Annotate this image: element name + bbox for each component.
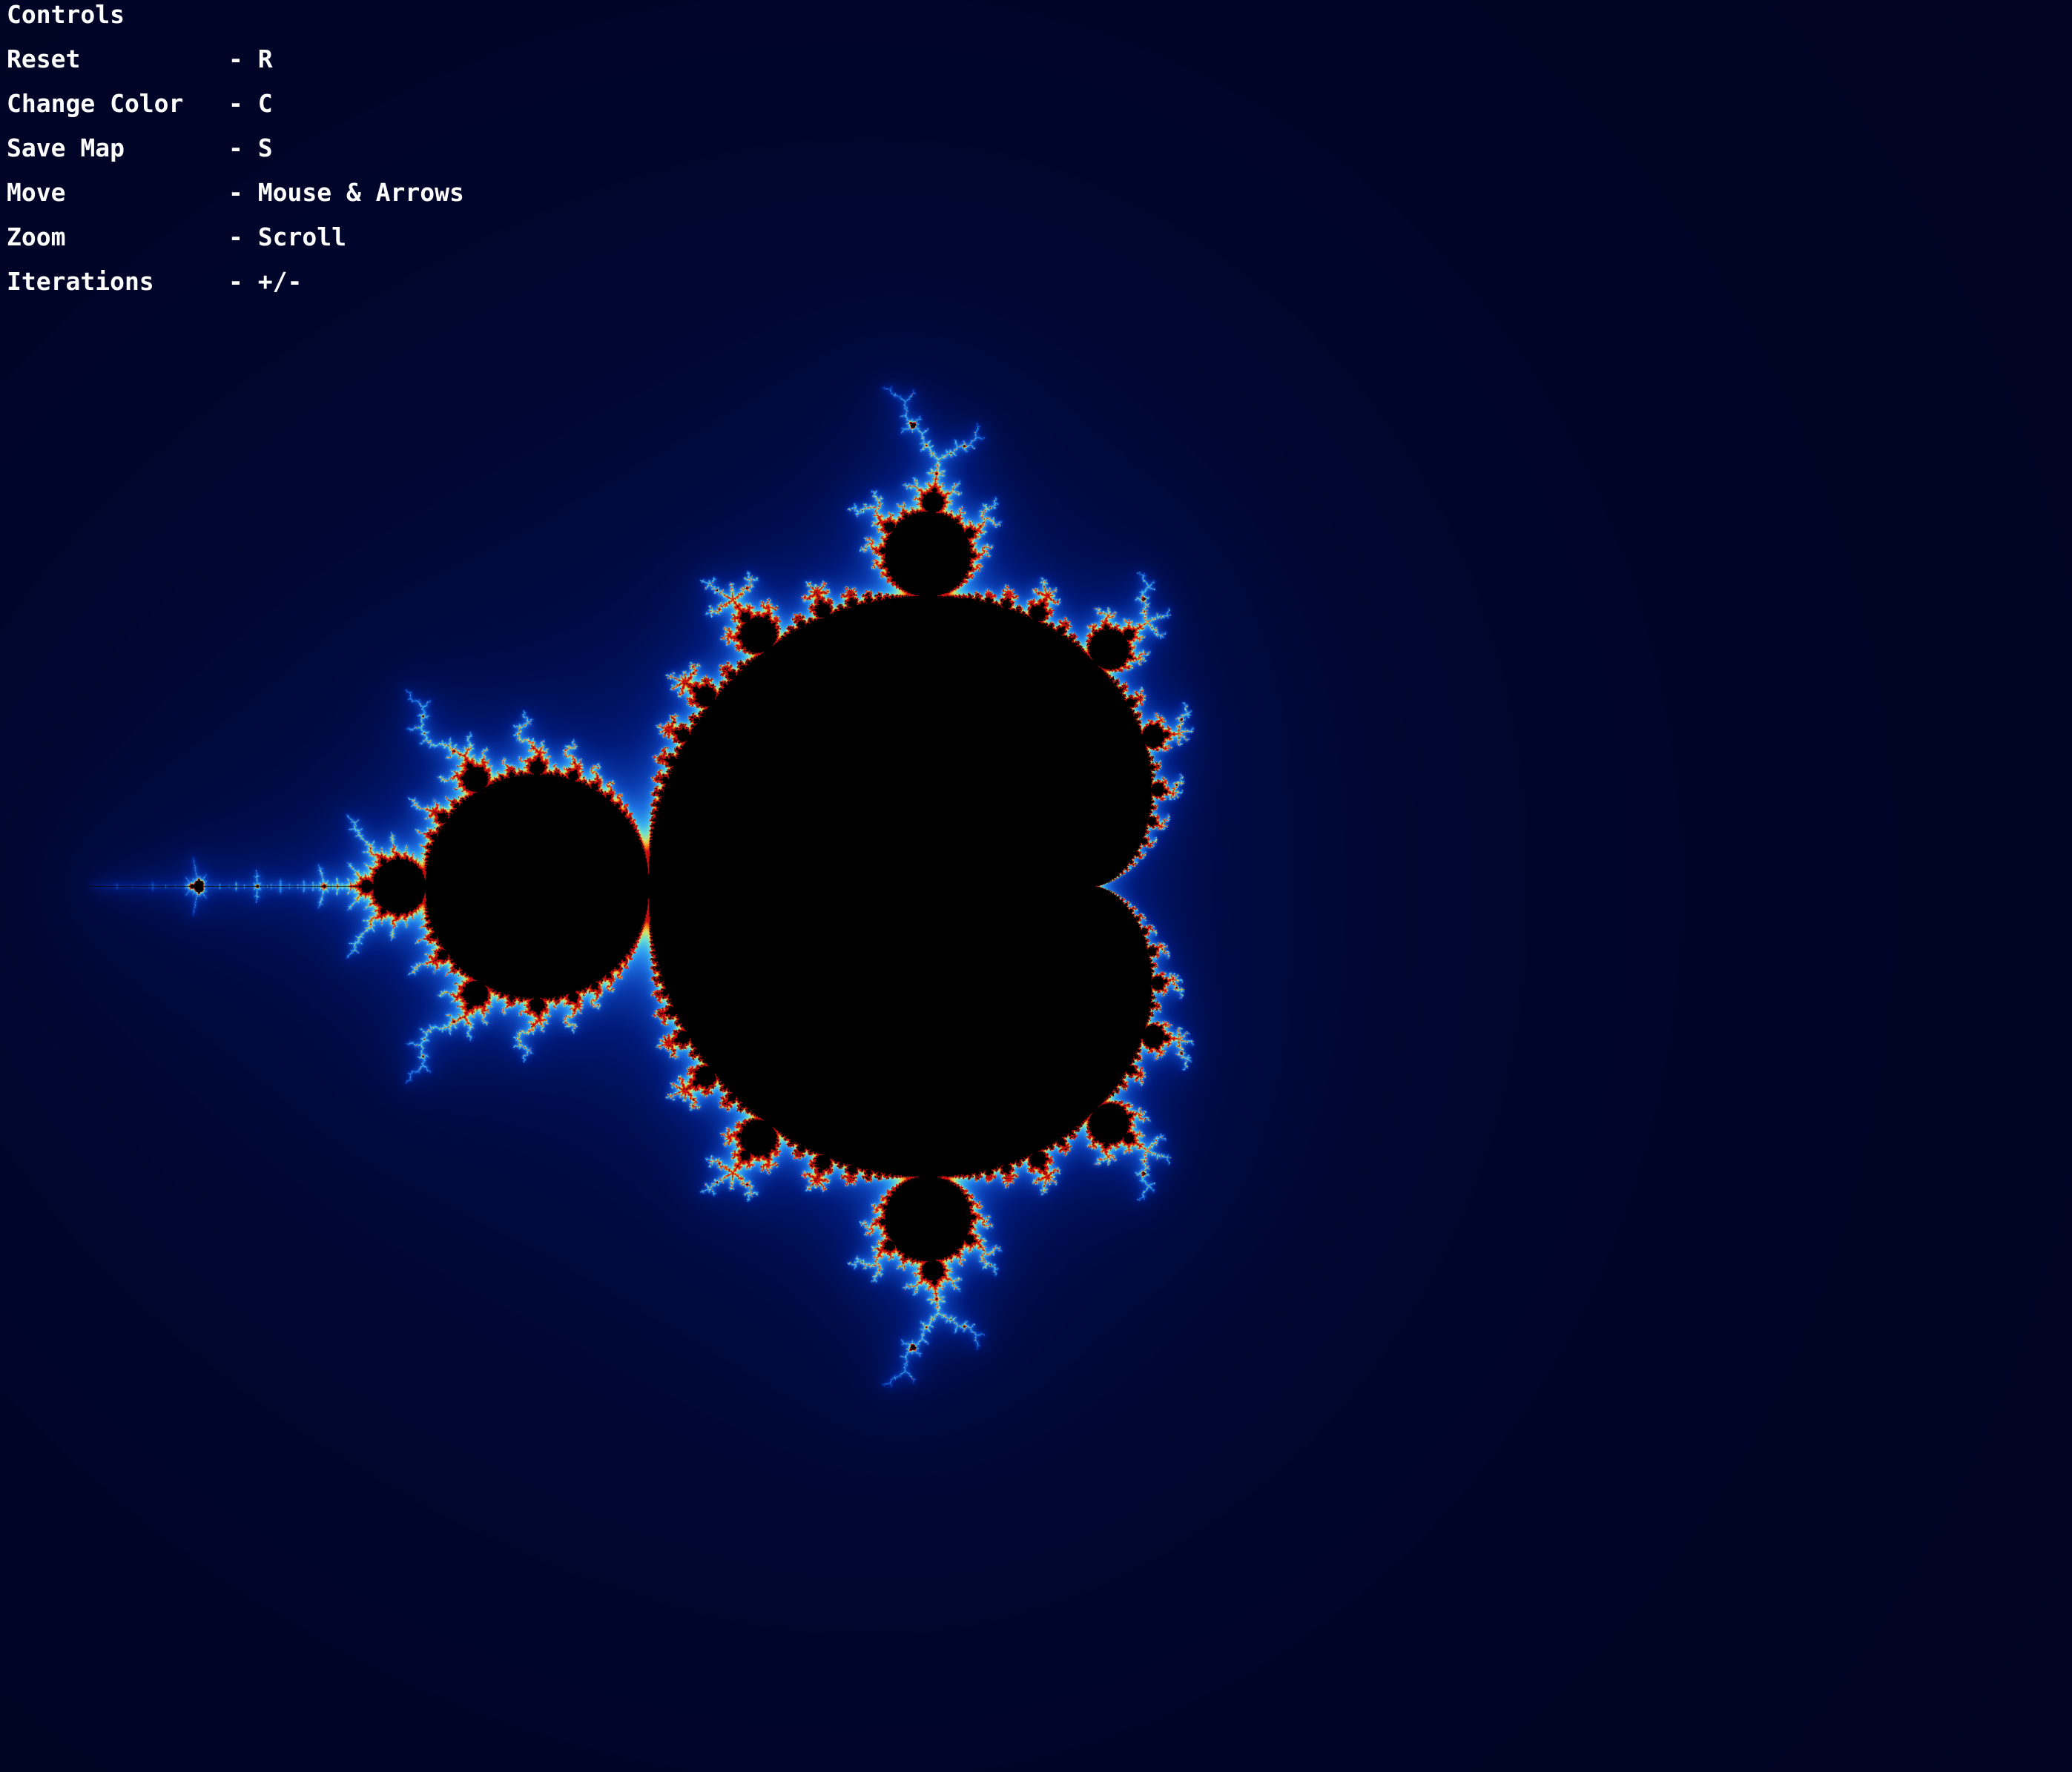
control-key-label: - Scroll — [228, 222, 346, 251]
controls-overlay: Controls Reset - R Change Color - C Save… — [7, 0, 464, 304]
control-action-label: Move — [7, 178, 66, 207]
control-action-label: Iterations — [7, 267, 154, 296]
control-key-label: - Mouse & Arrows — [228, 178, 464, 207]
control-key-label: - R — [228, 44, 273, 73]
controls-title: Controls — [7, 0, 125, 29]
control-row-zoom: Zoom - Scroll — [7, 215, 464, 259]
control-key-label: - S — [228, 133, 273, 162]
control-key-label: - +/- — [228, 267, 303, 296]
control-action-label: Save Map — [7, 133, 125, 162]
control-action-label: Change Color — [7, 89, 184, 118]
control-action-label: Reset — [7, 44, 81, 73]
control-action-label: Zoom — [7, 222, 66, 251]
control-row-reset: Reset - R — [7, 37, 464, 82]
control-key-label: - C — [228, 89, 273, 118]
control-row-save-map: Save Map - S — [7, 126, 464, 171]
control-row-change-color: Change Color - C — [7, 82, 464, 126]
control-row-move: Move - Mouse & Arrows — [7, 171, 464, 215]
control-row-iterations: Iterations - +/- — [7, 259, 464, 304]
